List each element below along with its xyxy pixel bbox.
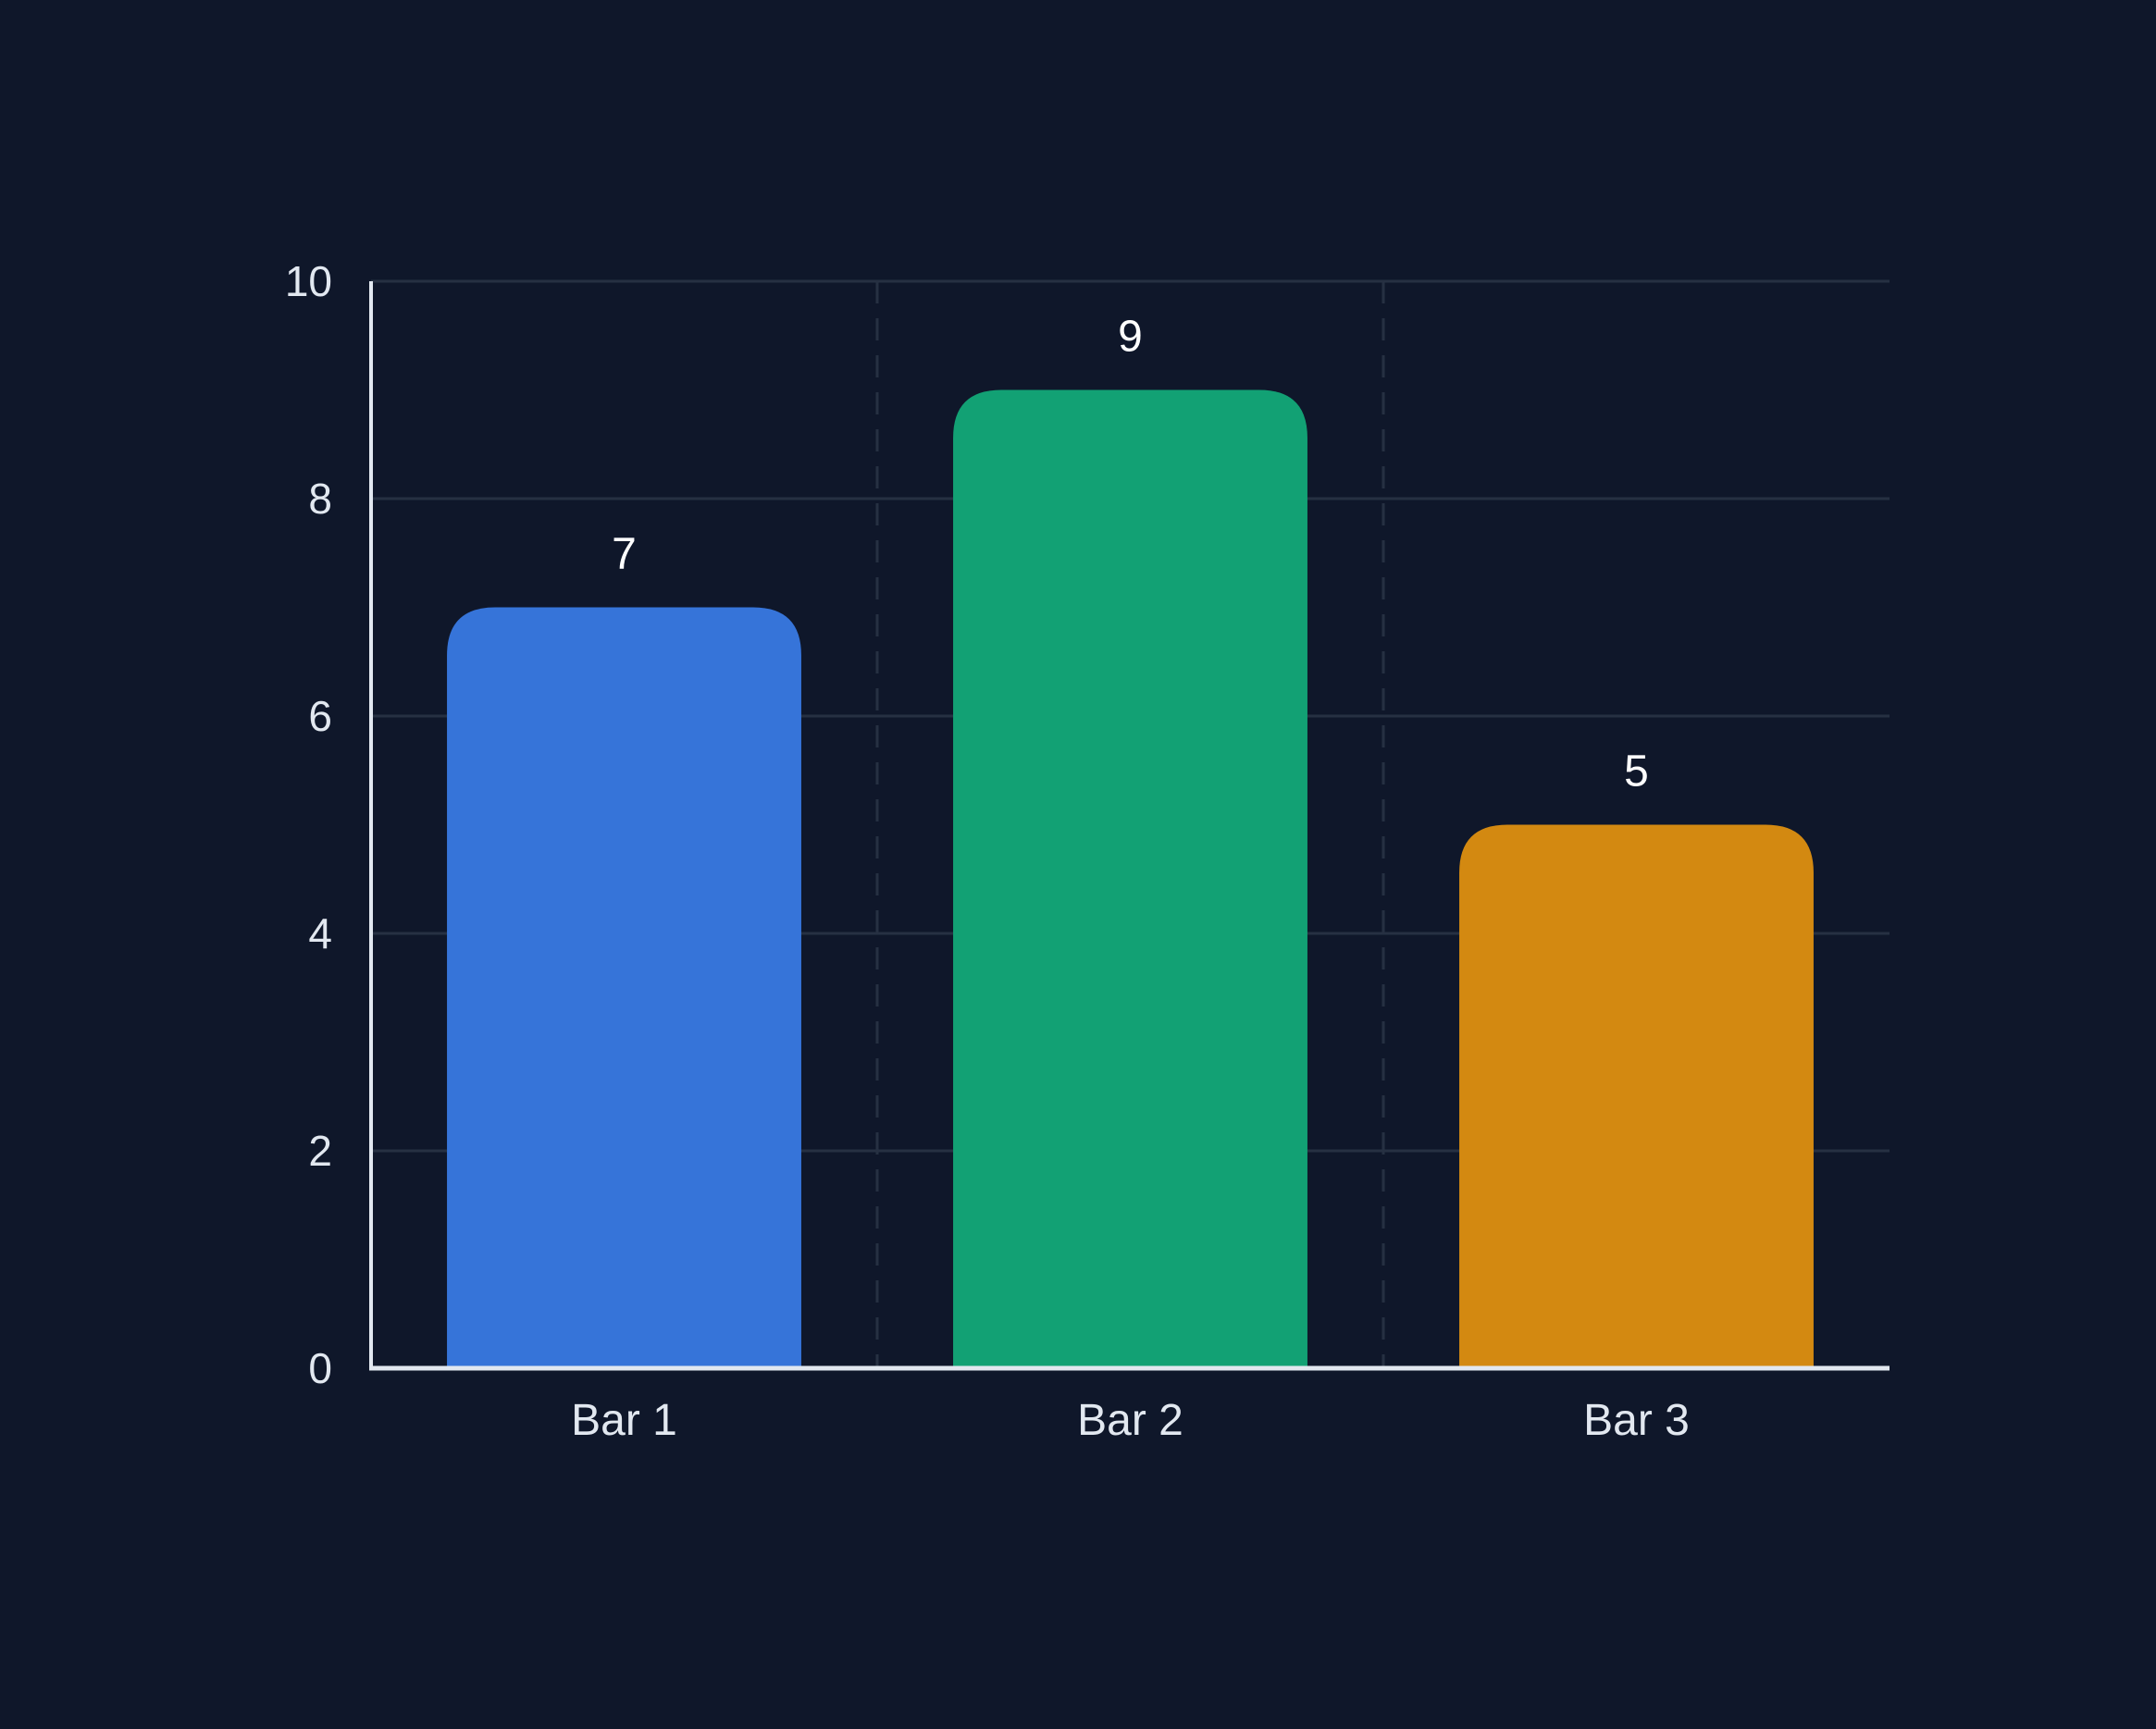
y-tick-label: 10 (285, 257, 332, 305)
labels: 0 2 4 6 8 10 7 Bar 1 9 Bar 2 5 Bar 3 (285, 257, 1690, 1445)
y-tick-label: 8 (308, 475, 332, 523)
bar-value-label: 7 (612, 530, 637, 579)
x-tick-label: Bar 3 (1583, 1396, 1690, 1445)
x-tick-label: Bar 1 (571, 1396, 677, 1445)
bar-2 (953, 389, 1307, 1368)
bars (447, 389, 1814, 1368)
bar-1 (447, 607, 801, 1368)
y-tick-label: 6 (308, 692, 332, 740)
x-tick-label: Bar 2 (1077, 1396, 1183, 1445)
y-tick-label: 2 (308, 1127, 332, 1175)
y-tick-label: 4 (308, 909, 332, 957)
bar-3 (1459, 824, 1814, 1368)
axes (369, 281, 1890, 1371)
y-tick-label: 0 (308, 1344, 332, 1392)
bar-value-label: 9 (1118, 313, 1143, 362)
bar-value-label: 5 (1624, 747, 1649, 797)
